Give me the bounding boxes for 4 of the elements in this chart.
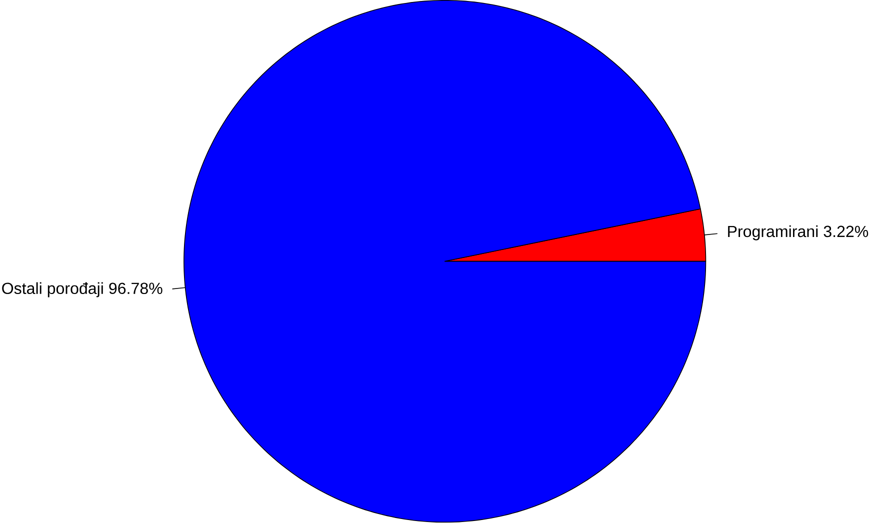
- slice-label: Ostali porođaji: [2, 282, 103, 298]
- data-label: 96.78%: [109, 282, 162, 294]
- data-label: 3.22%: [824, 226, 868, 238]
- slice-label: Programirani: [728, 226, 818, 241]
